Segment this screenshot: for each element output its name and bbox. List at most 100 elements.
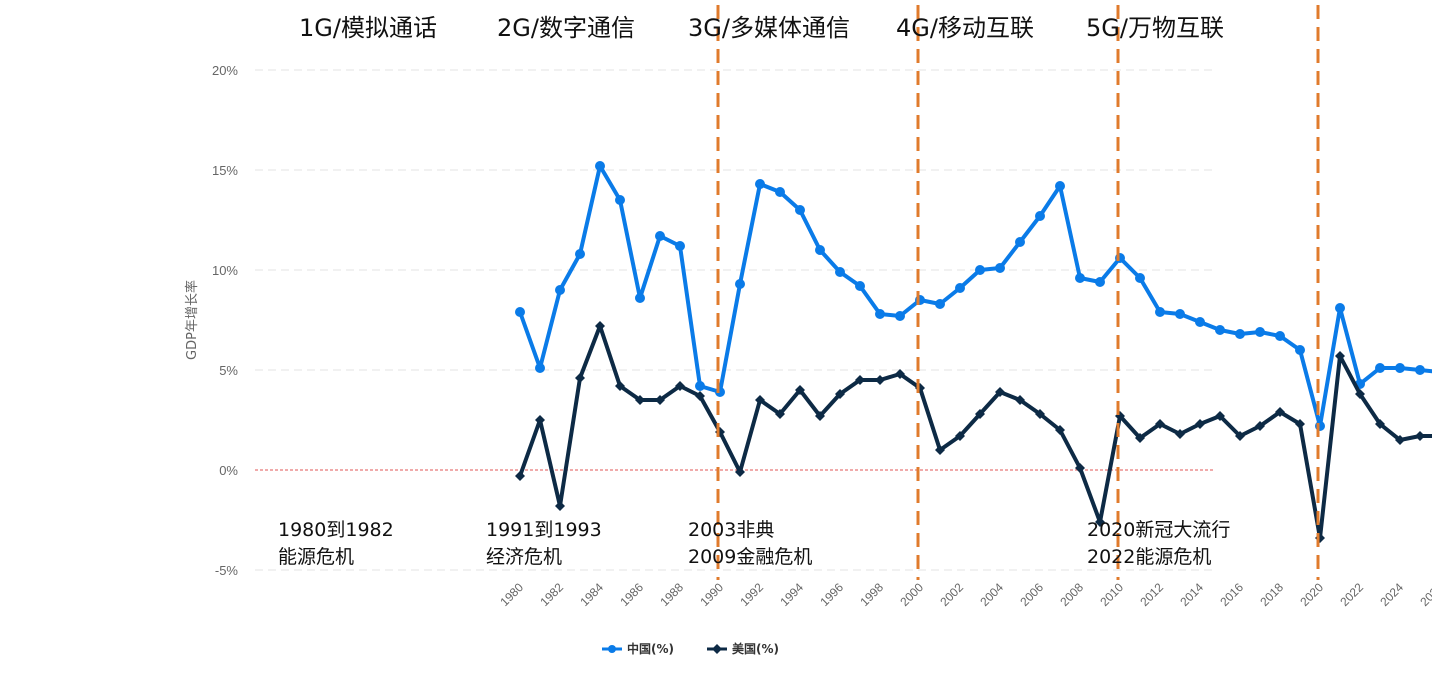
x-tick-label: 1986	[617, 580, 646, 609]
y-tick-label: 15%	[212, 163, 238, 178]
data-point	[695, 391, 705, 401]
data-point	[855, 281, 865, 291]
x-tick-label: 2000	[897, 580, 926, 609]
data-point	[935, 299, 945, 309]
x-tick-label: 1996	[817, 580, 846, 609]
data-point	[855, 375, 865, 385]
annotation-line: 2003非典	[688, 519, 774, 541]
x-tick-label: 1998	[857, 580, 886, 609]
data-point	[1415, 365, 1425, 375]
annotation-line: 1980到1982	[278, 519, 394, 541]
data-point	[795, 205, 805, 215]
series-china	[515, 161, 1432, 431]
data-point	[1195, 317, 1205, 327]
annotation: 1991到1993 经济危机	[486, 519, 602, 568]
data-point	[1275, 331, 1285, 341]
x-tick-label: 1982	[537, 580, 566, 609]
annotation: 1980到1982 能源危机	[278, 519, 394, 568]
x-tick-label: 1990	[697, 580, 726, 609]
annotation: 2020新冠大流行 2022能源危机	[1087, 519, 1230, 568]
legend-label: 美国(%)	[732, 641, 779, 656]
data-point	[955, 283, 965, 293]
era-label: 3G/多媒体通信	[688, 14, 850, 42]
annotation-line: 经济危机	[486, 546, 562, 568]
data-point	[515, 307, 525, 317]
data-point	[1155, 307, 1165, 317]
series-line	[518, 164, 1432, 428]
event-annotations: 1980到1982 能源危机 1991到1993 经济危机 2003非典 2009金融危机…	[278, 519, 1230, 568]
data-point	[1395, 363, 1405, 373]
data-point	[1035, 409, 1045, 419]
data-point	[695, 381, 705, 391]
data-point	[835, 389, 845, 399]
y-axis-label: GDP年增长率	[184, 280, 200, 360]
data-point	[675, 381, 685, 391]
x-tick-label: 1994	[777, 580, 806, 609]
data-point	[615, 195, 625, 205]
data-point	[1015, 395, 1025, 405]
legend: 中国(%) 美国(%)	[602, 641, 779, 656]
data-point	[1055, 181, 1065, 191]
data-point	[815, 411, 825, 421]
legend-item-usa: 美国(%)	[707, 641, 779, 656]
annotation-line: 2022能源危机	[1087, 546, 1211, 568]
data-point	[555, 501, 565, 511]
data-point	[775, 409, 785, 419]
annotation-line: 2009金融危机	[688, 546, 812, 568]
series-lines	[515, 161, 1432, 543]
era-dividers	[716, 5, 1320, 580]
data-point	[1375, 363, 1385, 373]
data-point	[635, 395, 645, 405]
data-point	[535, 415, 545, 425]
data-point	[995, 387, 1005, 397]
data-point	[735, 279, 745, 289]
data-point	[1075, 463, 1085, 473]
data-point	[1175, 429, 1185, 439]
data-point	[1355, 389, 1365, 399]
legend-marker	[608, 645, 616, 653]
legend-label: 中国(%)	[627, 641, 674, 656]
series-line	[518, 324, 1432, 540]
x-tick-label: 1980	[497, 580, 526, 609]
data-point	[1395, 435, 1405, 445]
data-point	[955, 431, 965, 441]
annotation-line: 能源危机	[278, 546, 354, 568]
x-tick-label: 1984	[577, 580, 606, 609]
data-point	[1295, 419, 1305, 429]
data-point	[1195, 419, 1205, 429]
data-point	[1095, 277, 1105, 287]
annotation-line: 1991到1993	[486, 519, 602, 541]
data-point	[1035, 211, 1045, 221]
data-point	[815, 245, 825, 255]
data-point	[1055, 425, 1065, 435]
data-point	[1295, 345, 1305, 355]
x-tick-label: 2016	[1217, 580, 1246, 609]
era-label: 1G/模拟通话	[299, 14, 437, 42]
data-point	[595, 321, 605, 331]
annotation-line: 2020新冠大流行	[1087, 519, 1230, 541]
x-tick-label: 2010	[1097, 580, 1126, 609]
y-tick-label: 5%	[219, 363, 238, 378]
data-point	[675, 241, 685, 251]
x-tick-label: 2012	[1137, 580, 1166, 609]
data-point	[935, 445, 945, 455]
data-point	[735, 467, 745, 477]
data-point	[875, 309, 885, 319]
x-tick-label: 2002	[937, 580, 966, 609]
data-point	[595, 161, 605, 171]
x-axis-ticks: 1980 1982 1984 1986 1988 1990 1992 1994 1996 1998…	[497, 580, 1432, 609]
data-point	[775, 187, 785, 197]
era-label: 5G/万物互联	[1086, 14, 1224, 42]
data-point	[555, 285, 565, 295]
y-tick-label: 20%	[212, 63, 238, 78]
annotation: 2003非典 2009金融危机	[688, 519, 812, 568]
data-point	[895, 311, 905, 321]
grid-lines	[255, 69, 1215, 571]
x-tick-label: 2006	[1017, 580, 1046, 609]
data-point	[1215, 325, 1225, 335]
data-point	[655, 231, 665, 241]
era-label: 4G/移动互联	[896, 14, 1034, 42]
data-point	[1155, 419, 1165, 429]
y-tick-label: -5%	[215, 563, 239, 578]
